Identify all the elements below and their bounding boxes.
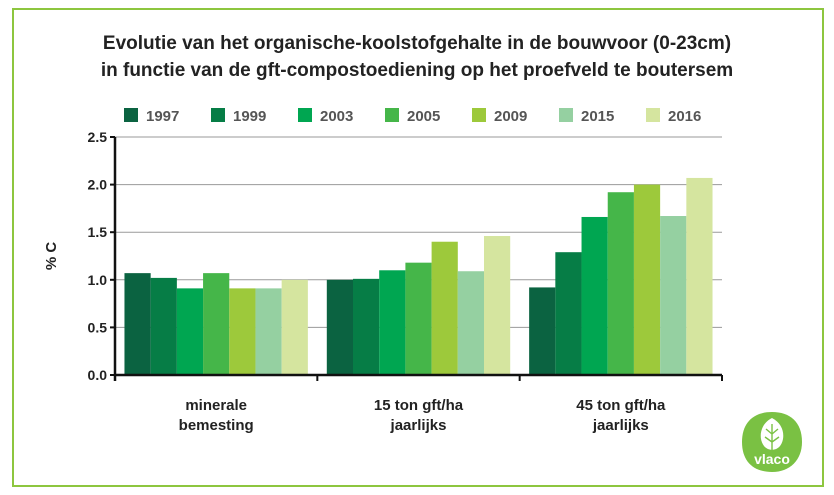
legend-label: 2009 (494, 108, 527, 125)
category-label: 15 ton gft/ha (374, 397, 464, 414)
chart-frame (12, 8, 824, 487)
chart-subtitle: in functie van de gft-compostoediening o… (100, 60, 734, 81)
bar-2016 (686, 177, 713, 375)
vlaco-logo: vlaco (742, 412, 802, 472)
y-tick-label: 2.5 (88, 129, 108, 145)
bar-1997 (326, 279, 353, 375)
category-label: bemesting (179, 417, 254, 434)
legend-swatch-1997 (124, 108, 138, 122)
category-label: minerale (185, 397, 247, 414)
bar-1997 (124, 273, 151, 375)
bar-2016 (281, 279, 308, 375)
logo-text: vlaco (754, 451, 790, 467)
bar-2015 (457, 271, 484, 375)
legend-swatch-1999 (211, 108, 225, 122)
bar-2003 (379, 270, 406, 375)
bar-1999 (555, 252, 582, 375)
y-axis-label: % C (43, 242, 60, 271)
legend-label: 2003 (320, 108, 353, 125)
bar-1997 (529, 287, 556, 375)
legend-label: 1997 (146, 108, 179, 125)
y-tick-label: 1.0 (88, 272, 108, 288)
bar-2003 (176, 288, 204, 375)
bar-2005 (203, 273, 230, 375)
legend-swatch-2003 (298, 108, 312, 122)
y-tick-label: 0.0 (88, 367, 108, 383)
bar-2003 (581, 216, 608, 375)
legend-label: 2015 (581, 108, 614, 125)
legend-label: 2016 (668, 108, 701, 125)
bar-1999 (150, 277, 177, 375)
bar-2015 (255, 288, 282, 375)
legend-label: 2005 (407, 108, 440, 125)
legend-swatch-2016 (646, 108, 660, 122)
chart-title: Evolutie van het organische-koolstofgeha… (102, 33, 732, 54)
legend-label: 1999 (233, 108, 266, 125)
bar-2009 (431, 241, 458, 375)
chart-title-block: Evolutie van het organische-koolstofgeha… (0, 30, 834, 84)
y-tick-label: 1.5 (88, 224, 108, 240)
category-label: jaarlijks (592, 417, 649, 434)
bar-2009 (633, 184, 661, 375)
bar-2016 (484, 236, 511, 375)
category-label: 45 ton gft/ha (576, 397, 666, 414)
bar-2009 (229, 288, 256, 375)
legend-swatch-2015 (559, 108, 573, 122)
category-label: jaarlijks (390, 417, 447, 434)
legend-swatch-2009 (472, 108, 486, 122)
bar-2015 (660, 216, 687, 375)
legend-swatch-2005 (385, 108, 399, 122)
y-tick-label: 2.0 (88, 177, 108, 193)
bar-2005 (405, 262, 432, 375)
y-tick-label: 0.5 (88, 319, 108, 335)
bar-1999 (353, 278, 380, 375)
bar-2005 (607, 192, 634, 375)
